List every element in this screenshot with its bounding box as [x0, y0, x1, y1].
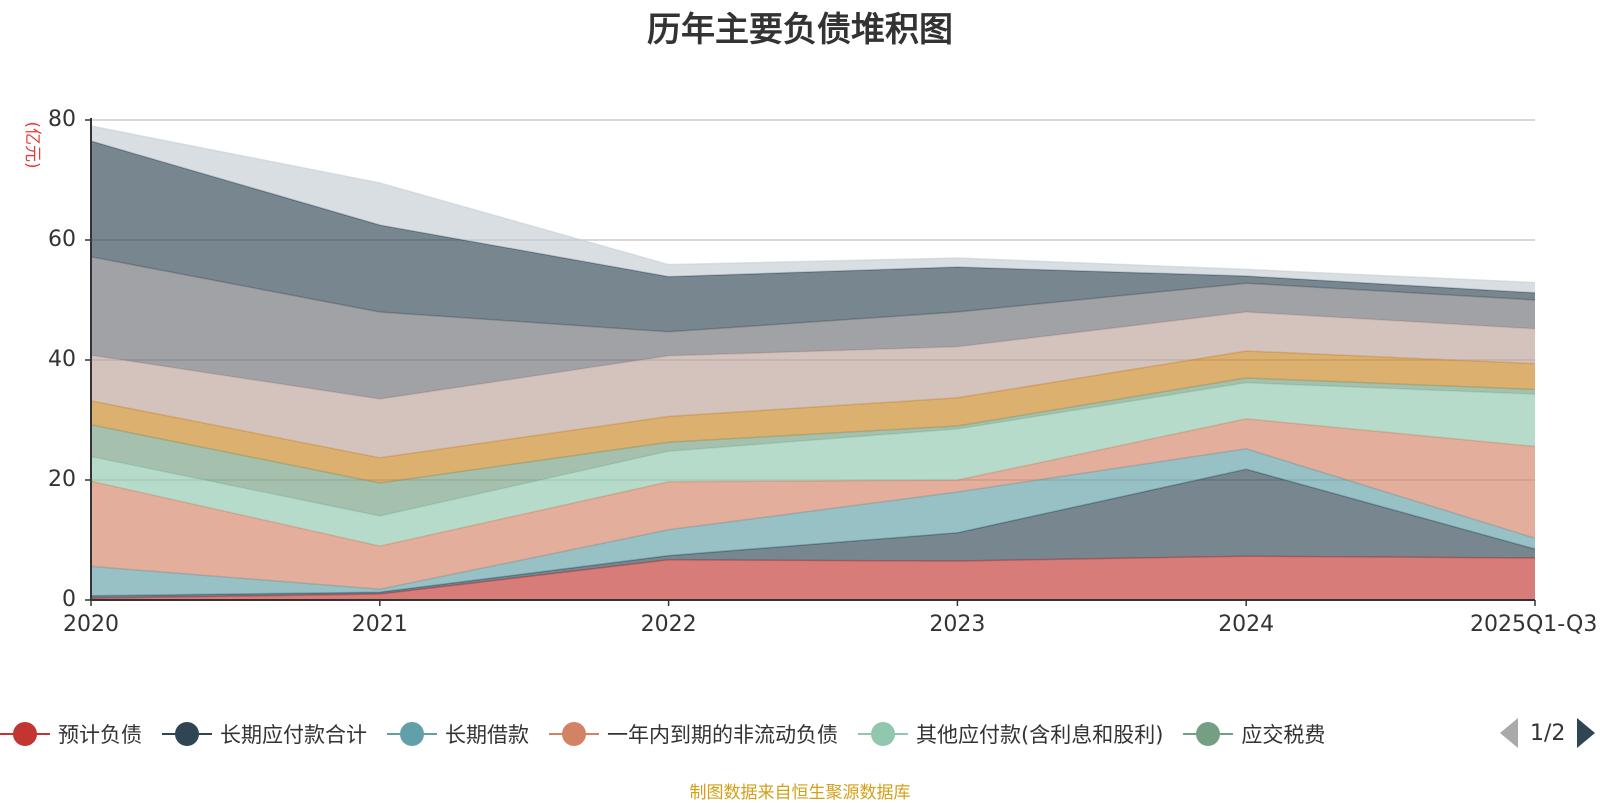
- area-series-2[interactable]: [91, 448, 1535, 596]
- legend-label: 预计负债: [58, 723, 142, 747]
- source-note: 制图数据来自恒生聚源数据库: [689, 783, 911, 803]
- pager-next-icon[interactable]: [1577, 718, 1596, 748]
- pager-prev-icon[interactable]: [1500, 718, 1518, 748]
- axis-layer: 0 20 40 60 80 2020 2021 2022 2023 2024 2025Q1-Q3: [48, 107, 1597, 637]
- area-series-5[interactable]: [91, 378, 1535, 516]
- area-series-0[interactable]: [91, 556, 1535, 600]
- y-tick-label: 0: [62, 587, 76, 612]
- chart-plot: 0 20 40 60 80 2020 2021 2022 2023 2024 2025Q1-Q3 (…: [22, 107, 1597, 637]
- x-tick-label: 2025Q1-Q3: [1470, 612, 1597, 637]
- area-series-1[interactable]: [91, 469, 1535, 599]
- legend-label: 其他应付款(含利息和股利): [916, 723, 1164, 747]
- x-tick-label: 2020: [63, 612, 119, 637]
- legend-label: 长期借款: [445, 723, 529, 747]
- area-series-8[interactable]: [91, 256, 1535, 399]
- legend-pager: 1/2: [1500, 718, 1596, 748]
- legend-marker-icon: [387, 720, 437, 748]
- legend: 预计负债 长期应付款合计 长期借款 一年内到期的非流动负债 其他应付款(含利息和股利) 应…: [0, 716, 1345, 752]
- legend-item[interactable]: 长期借款: [387, 719, 529, 749]
- legend-label: 长期应付款合计: [220, 723, 367, 747]
- area-series-3[interactable]: [91, 418, 1535, 590]
- legend-marker-icon: [858, 720, 908, 748]
- legend-label: 一年内到期的非流动负债: [607, 723, 838, 747]
- area-series-7[interactable]: [91, 312, 1535, 458]
- legend-item[interactable]: 长期应付款合计: [162, 719, 367, 749]
- area-layer: [90, 125, 1536, 600]
- y-tick-label: 40: [48, 347, 76, 372]
- legend-label: 应交税费: [1241, 723, 1326, 747]
- chart-title: 历年主要负债堆积图: [647, 10, 953, 50]
- legend-item[interactable]: 预计负债: [0, 719, 142, 749]
- area-series-6[interactable]: [91, 351, 1535, 483]
- legend-marker-icon: [549, 720, 599, 748]
- x-tick-label: 2022: [641, 612, 697, 637]
- y-tick-label: 20: [48, 467, 76, 492]
- legend-item[interactable]: 应交税费: [1183, 719, 1325, 749]
- y-tick-label: 60: [48, 227, 76, 252]
- y-tick-label: 80: [48, 107, 76, 132]
- y-axis-unit: (亿元): [22, 121, 42, 168]
- area-series-edge-10: [90, 125, 1536, 284]
- pager-text: 1/2: [1530, 720, 1566, 746]
- x-tick-label: 2023: [929, 612, 985, 637]
- x-tick-label: 2024: [1218, 612, 1274, 637]
- area-series-9[interactable]: [91, 141, 1535, 332]
- area-series-4[interactable]: [91, 382, 1535, 546]
- x-tick-label: 2021: [352, 612, 408, 637]
- legend-item[interactable]: 一年内到期的非流动负债: [549, 719, 838, 749]
- legend-marker-icon: [162, 720, 212, 748]
- legend-marker-icon: [1183, 720, 1234, 748]
- legend-item[interactable]: 其他应付款(含利息和股利): [858, 719, 1163, 749]
- legend-marker-icon: [0, 720, 50, 748]
